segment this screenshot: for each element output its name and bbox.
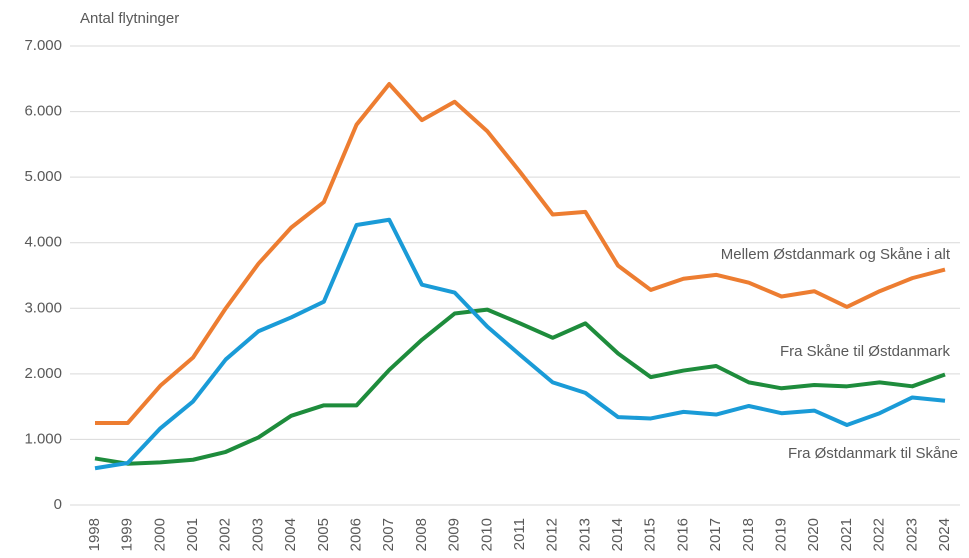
x-tick-label: 2020 xyxy=(805,518,822,551)
x-tick-label: 2015 xyxy=(642,518,659,551)
y-tick-label: 5.000 xyxy=(24,168,62,185)
series-label: Fra Skåne til Østdanmark xyxy=(780,343,951,360)
x-tick-label: 2018 xyxy=(740,518,757,551)
x-tick-label: 2012 xyxy=(544,518,561,551)
x-tick-label: 2009 xyxy=(446,518,463,551)
x-tick-label: 2013 xyxy=(576,518,593,551)
y-tick-label: 6.000 xyxy=(24,103,62,120)
x-tick-label: 2000 xyxy=(151,518,168,551)
y-tick-label: 2.000 xyxy=(24,365,62,382)
series-line xyxy=(95,82,946,426)
series-line xyxy=(94,307,946,466)
y-tick-label: 7.000 xyxy=(24,37,62,54)
x-tick-label: 2017 xyxy=(707,518,724,551)
x-tick-label: 2022 xyxy=(871,518,888,551)
x-tick-label: 2014 xyxy=(609,518,626,551)
series-label: Fra Østdanmark til Skåne xyxy=(788,445,958,462)
x-tick-label: 2005 xyxy=(315,518,332,551)
x-tick-label: 2007 xyxy=(380,518,397,551)
x-tick-label: 2021 xyxy=(838,518,855,551)
series-line xyxy=(94,217,946,471)
x-tick-label: 1999 xyxy=(119,518,136,551)
y-tick-label: 4.000 xyxy=(24,234,62,251)
y-axis-title: Antal flytninger xyxy=(80,10,179,27)
x-tick-label: 2023 xyxy=(903,518,920,551)
series-label: Mellem Østdanmark og Skåne i alt xyxy=(721,246,951,263)
x-tick-label: 2024 xyxy=(936,518,953,551)
x-tick-label: 2002 xyxy=(217,518,234,551)
x-tick-label: 2001 xyxy=(184,518,201,551)
x-tick-label: 2003 xyxy=(249,518,266,551)
x-tick-label: 2011 xyxy=(511,518,528,550)
x-tick-label: 2010 xyxy=(478,518,495,551)
y-tick-label: 3.000 xyxy=(24,299,62,316)
x-tick-label: 2019 xyxy=(773,518,790,551)
y-tick-label: 1.000 xyxy=(24,430,62,447)
x-tick-label: 2016 xyxy=(674,518,691,551)
y-tick-label: 0 xyxy=(54,496,62,513)
x-tick-label: 2004 xyxy=(282,518,299,551)
x-tick-label: 2006 xyxy=(348,518,365,551)
x-tick-label: 1998 xyxy=(86,518,103,551)
x-tick-label: 2008 xyxy=(413,518,430,551)
